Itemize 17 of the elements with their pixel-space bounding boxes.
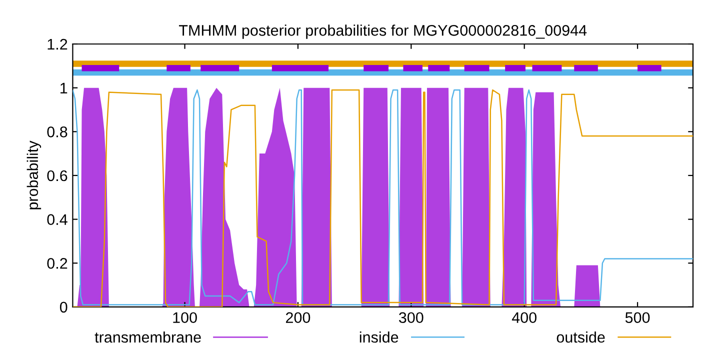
y-tick-label: 0.4 — [47, 214, 68, 225]
y-tick-label: 1.2 — [48, 38, 68, 50]
x-tick-label: 100 — [173, 312, 197, 324]
x-tick-label: 200 — [286, 312, 310, 324]
y-tick-label: 0.8 — [47, 126, 68, 138]
y-tick-label: 0 — [60, 302, 68, 313]
y-tick-label: 0.6 — [47, 170, 68, 182]
x-tick-label: 400 — [512, 312, 536, 324]
legend-label: inside — [360, 331, 398, 343]
y-tick-label: 1 — [60, 82, 68, 94]
legend-label: transmembrane — [94, 331, 201, 343]
chart-title: TMHMM posterior probabilities for MGYG000002816_00944 — [178, 24, 587, 39]
x-tick-label: 500 — [625, 312, 650, 324]
x-tick-label: 300 — [398, 312, 424, 324]
y-axis-title: probability — [26, 140, 42, 210]
y-tick-label: 0.2 — [47, 258, 68, 269]
legend-label: outside — [556, 331, 605, 343]
